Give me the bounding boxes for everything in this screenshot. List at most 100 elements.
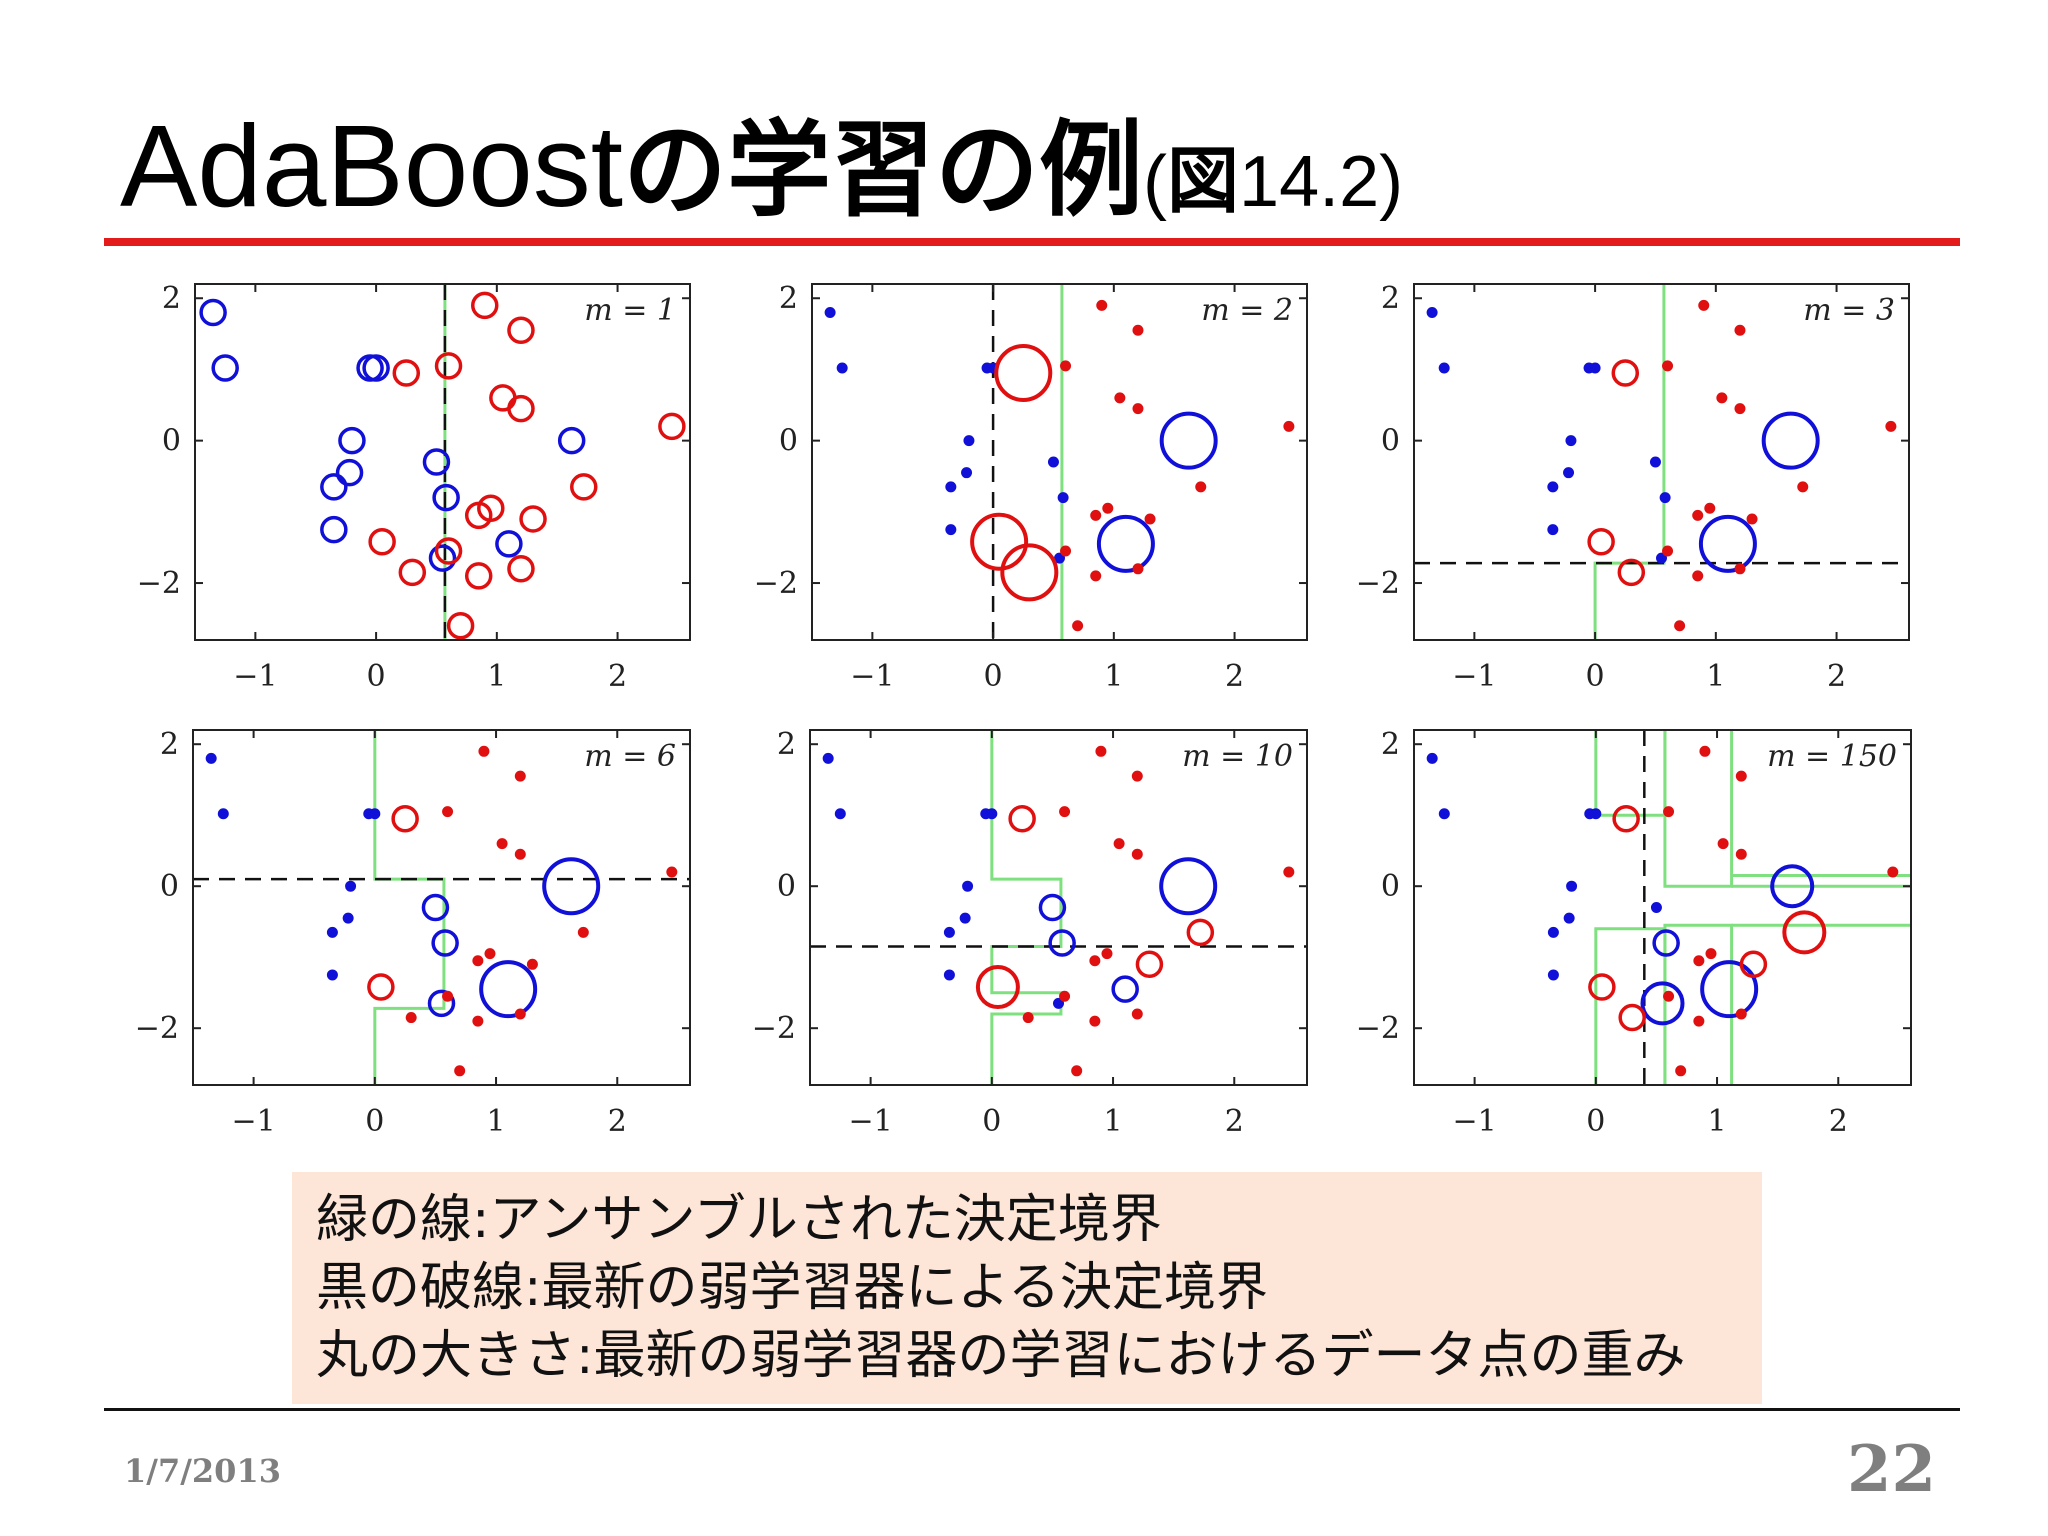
x-tick-label: 2	[608, 1104, 627, 1139]
point-blue	[834, 808, 846, 820]
y-tick-label: −2	[754, 566, 798, 601]
point-red	[507, 555, 535, 583]
point-red	[496, 838, 508, 850]
point-red	[1692, 570, 1704, 582]
point-blue	[1547, 481, 1559, 493]
point-red	[1693, 955, 1705, 967]
point-blue	[945, 524, 957, 536]
point-blue	[1659, 492, 1671, 504]
point-red	[398, 558, 427, 587]
point-blue	[205, 752, 217, 764]
point-blue	[335, 458, 364, 487]
iteration-label: m = 2	[1201, 293, 1293, 328]
x-tick-label: 0	[1586, 1104, 1605, 1139]
point-red	[1663, 806, 1675, 818]
point-red	[1114, 392, 1126, 404]
point-red	[1587, 527, 1615, 556]
point-blue	[1096, 514, 1155, 573]
point-blue	[1761, 411, 1820, 470]
point-red	[392, 359, 421, 387]
y-tick-label: 2	[1381, 281, 1400, 316]
point-red	[454, 1065, 466, 1077]
point-red	[1101, 948, 1113, 960]
y-tick-label: 0	[1381, 869, 1400, 904]
point-red	[1095, 745, 1107, 757]
point-red	[464, 562, 493, 590]
title-figure-number: 14.2)	[1239, 142, 1404, 222]
point-red	[1735, 848, 1747, 860]
x-tick-label: 2	[1829, 1104, 1848, 1139]
point-red	[975, 965, 1020, 1010]
point-blue	[326, 969, 338, 981]
point-blue	[1426, 752, 1438, 764]
point-red	[472, 955, 484, 967]
iteration-label: m = 3	[1803, 293, 1895, 328]
point-blue	[1438, 808, 1450, 820]
point-red	[1090, 570, 1102, 582]
x-tick-label: 0	[982, 1104, 1001, 1139]
point-red	[1662, 545, 1674, 557]
x-tick-label: −1	[850, 659, 894, 694]
point-red	[1618, 1003, 1646, 1032]
x-tick-label: 0	[367, 659, 386, 694]
point-blue	[1566, 880, 1578, 892]
point-red	[477, 494, 505, 523]
point-blue	[369, 808, 381, 820]
point-red	[1131, 848, 1143, 860]
point-blue	[495, 530, 523, 558]
iteration-label: m = 1	[584, 293, 676, 328]
point-blue	[1159, 857, 1218, 916]
point-red	[1022, 1012, 1034, 1024]
point-red	[1662, 360, 1674, 372]
point-blue	[199, 298, 227, 327]
point-red	[1096, 299, 1108, 311]
point-blue	[963, 435, 975, 447]
point-blue	[1547, 524, 1559, 536]
point-blue	[1438, 362, 1450, 374]
ensemble-boundary	[990, 730, 1063, 1085]
point-red	[1071, 1065, 1083, 1077]
x-tick-label: 2	[1225, 659, 1244, 694]
point-red	[1782, 910, 1827, 955]
point-red	[1674, 620, 1686, 632]
point-red	[1611, 359, 1640, 387]
x-tick-label: 2	[1225, 1104, 1244, 1139]
point-red	[405, 1012, 417, 1024]
plot-frame	[1413, 729, 1912, 1086]
point-red	[1113, 838, 1125, 850]
footer-rule	[104, 1408, 1960, 1411]
point-blue	[1640, 981, 1685, 1026]
point-red	[1734, 324, 1746, 336]
y-tick-label: −2	[135, 1011, 179, 1046]
x-tick-label: 0	[1586, 659, 1605, 694]
x-tick-label: 1	[1104, 659, 1123, 694]
point-blue	[836, 362, 848, 374]
page-number: 22	[1846, 1432, 1936, 1507]
point-blue	[338, 426, 366, 455]
point-red	[1144, 513, 1156, 525]
point-red	[484, 948, 496, 960]
y-tick-label: 0	[160, 869, 179, 904]
point-blue	[1111, 975, 1139, 1003]
point-blue	[1053, 997, 1064, 1009]
y-tick-label: 0	[779, 424, 798, 459]
point-red	[970, 512, 1029, 571]
title-rule	[104, 238, 1960, 246]
point-red	[507, 394, 535, 423]
point-red	[1699, 745, 1711, 757]
point-blue	[211, 354, 239, 382]
point-red	[514, 848, 526, 860]
point-red	[391, 805, 419, 833]
point-red	[478, 745, 490, 757]
point-red	[472, 1015, 484, 1027]
y-tick-label: −2	[1356, 566, 1400, 601]
title-paren: (	[1143, 142, 1168, 222]
point-red	[570, 473, 598, 501]
point-red	[994, 344, 1053, 402]
x-tick-label: 0	[365, 1104, 384, 1139]
point-red	[1588, 973, 1616, 1001]
point-red	[1089, 955, 1101, 967]
point-red	[434, 352, 463, 380]
x-tick-label: 1	[487, 1104, 506, 1139]
point-red	[514, 770, 526, 782]
